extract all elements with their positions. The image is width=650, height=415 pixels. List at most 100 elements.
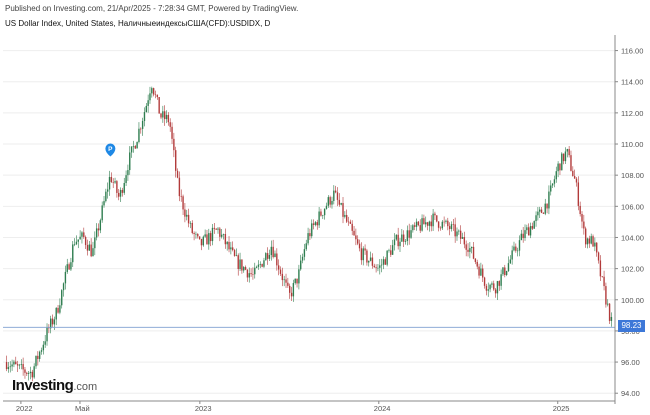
- candle-body: [105, 191, 107, 202]
- candle-body: [493, 283, 495, 290]
- candle-body: [123, 182, 125, 193]
- candle-body: [257, 264, 260, 267]
- candle-body: [561, 153, 563, 171]
- candle-body: [586, 238, 589, 245]
- candle-body: [487, 289, 489, 291]
- candle-body: [48, 327, 50, 329]
- candle-body: [178, 177, 181, 197]
- candle-body: [250, 273, 252, 275]
- price-axis-ticks: 94.0096.0098.00100.00102.00104.00106.001…: [615, 47, 644, 398]
- candle-body: [544, 203, 546, 214]
- candle-body: [241, 259, 243, 271]
- candle-body: [61, 290, 63, 306]
- candle-body: [524, 230, 526, 239]
- candle-body: [274, 253, 276, 258]
- candle-body: [489, 284, 491, 290]
- candle-body: [540, 209, 543, 213]
- candle-body: [219, 228, 221, 237]
- candle-body: [175, 150, 177, 171]
- candle-body: [448, 226, 451, 230]
- candle-body: [187, 214, 190, 224]
- last-price-badge: 98.23: [618, 320, 645, 332]
- candle-body: [206, 234, 208, 245]
- candle-body: [160, 113, 162, 118]
- candle-body: [145, 105, 147, 113]
- candle-body: [390, 250, 392, 255]
- candle-body: [116, 181, 118, 193]
- candle-body: [255, 266, 258, 268]
- candle-body: [72, 244, 74, 263]
- price-tick-label: 100.00: [621, 296, 644, 305]
- candle-body: [90, 244, 92, 257]
- candle-body: [559, 163, 561, 171]
- candle-body: [592, 236, 594, 247]
- candle-body: [125, 175, 127, 183]
- candle-body: [522, 233, 524, 239]
- time-tick-label: 2023: [195, 404, 212, 413]
- published-notice: Published on Investing.com, 21/Apr/2025 …: [5, 4, 299, 13]
- candle-body: [459, 230, 462, 239]
- time-axis-ticks: 2022 Май 2023 2024 2025: [16, 401, 569, 413]
- candle-body: [531, 226, 534, 229]
- candle-body: [342, 203, 344, 217]
- candle-body: [325, 205, 328, 209]
- candle-body: [436, 215, 438, 222]
- candle-body: [132, 146, 135, 147]
- candle-body: [110, 176, 113, 182]
- candle-body: [603, 276, 605, 287]
- candle-body: [243, 267, 245, 271]
- candle-body: [338, 199, 341, 205]
- candle-body: [601, 276, 603, 277]
- candle-body: [13, 361, 15, 365]
- candle-body: [360, 248, 363, 261]
- price-tick-label: 102.00: [621, 265, 644, 274]
- candle-body: [318, 211, 320, 226]
- candle-body: [555, 171, 557, 180]
- candle-body: [491, 283, 493, 285]
- candle-body: [53, 319, 56, 325]
- candle-body: [417, 221, 420, 226]
- candle-body: [156, 94, 159, 98]
- candle-body: [579, 205, 581, 215]
- candle-body: [584, 228, 587, 245]
- candle-body: [537, 211, 539, 216]
- candle-body: [590, 236, 592, 244]
- candle-body: [322, 215, 324, 216]
- candle-body: [527, 227, 530, 236]
- candle-body: [311, 223, 313, 237]
- candle-body: [70, 262, 72, 270]
- candle-body: [461, 237, 464, 239]
- candle-body: [357, 239, 359, 244]
- candle-body: [265, 253, 267, 261]
- candle-body: [596, 242, 598, 253]
- candle-body: [27, 373, 30, 374]
- candle-body: [26, 372, 28, 374]
- candle-body: [610, 317, 613, 321]
- candle-body: [588, 238, 591, 244]
- candle-body: [351, 223, 353, 231]
- candle-body: [33, 366, 35, 378]
- candle-body: [393, 239, 396, 246]
- candle-body: [572, 170, 574, 177]
- candle-body: [305, 243, 307, 250]
- candle-body: [401, 234, 403, 242]
- candle-body: [513, 246, 515, 251]
- candle-body: [465, 244, 467, 250]
- candle-body: [136, 142, 138, 149]
- candle-body: [77, 239, 79, 242]
- candle-body: [143, 112, 146, 121]
- candle-body: [570, 155, 572, 171]
- candle-body: [529, 226, 532, 236]
- candle-body: [59, 305, 61, 313]
- candle-body: [228, 241, 230, 250]
- candle-body: [290, 292, 293, 297]
- candle-body: [108, 176, 111, 190]
- candle-body: [84, 237, 87, 246]
- candle-body: [114, 181, 116, 183]
- chart-marker[interactable]: P: [105, 143, 116, 157]
- candle-body: [364, 248, 366, 251]
- candle-body: [471, 246, 473, 249]
- candle-body: [149, 93, 151, 101]
- candle-body: [248, 273, 250, 278]
